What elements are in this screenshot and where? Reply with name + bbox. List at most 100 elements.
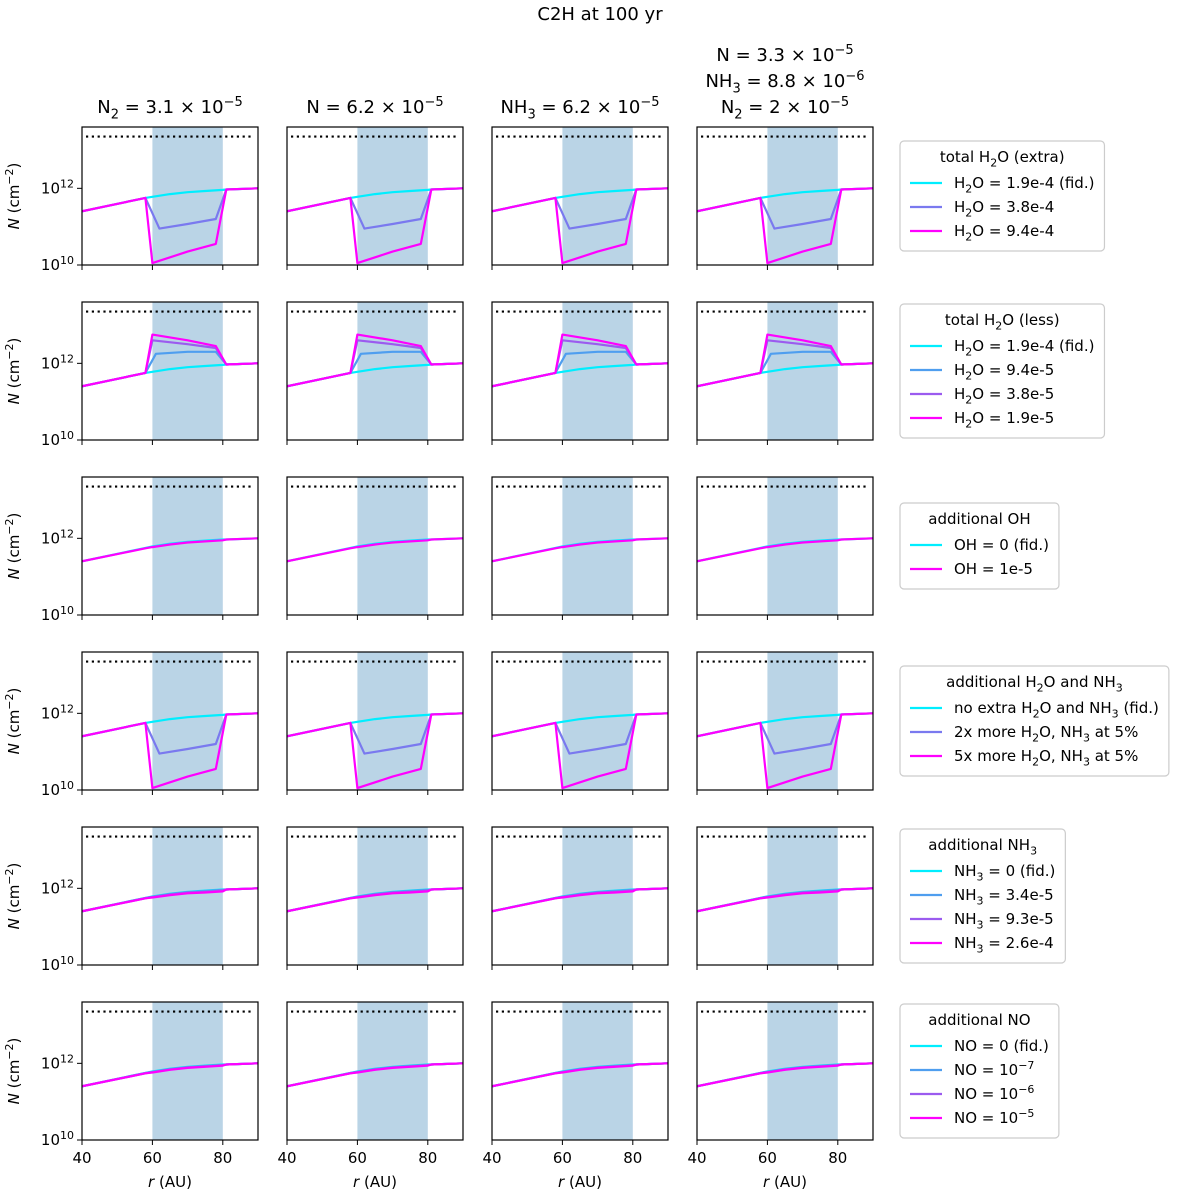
legend-entry-1: NO = 0 (fid.) xyxy=(954,1037,1049,1055)
legend-entry-2: OH = 1e-5 xyxy=(954,560,1033,578)
x-tick-label: 60 xyxy=(553,1149,572,1167)
x-axis-label: r (AU) xyxy=(148,1173,192,1191)
y-axis-label: N (cm−2​) xyxy=(3,163,23,230)
series-line-4 xyxy=(82,1062,258,1088)
x-tick-label: 40 xyxy=(72,1149,91,1167)
panel-r3-c4 xyxy=(696,476,874,620)
panel-r4-c3 xyxy=(491,651,669,795)
legend-entry-3: 5x more H2​O, NH3​ at 5% xyxy=(954,747,1138,769)
x-tick-label: 60 xyxy=(143,1149,162,1167)
series-line-4 xyxy=(287,1062,463,1088)
x-tick-label: 40 xyxy=(277,1149,296,1167)
legend-row-1: total H2​O (extra)H2​O = 1.9e-4 (fid.)H2… xyxy=(899,140,1106,252)
legend-box xyxy=(899,140,1106,252)
axes-frame xyxy=(696,126,874,266)
panel-r3-c2 xyxy=(286,476,464,620)
y-tick-label: 1012​ xyxy=(41,1052,74,1072)
legend-entry-1: H2​O = 1.9e-4 (fid.) xyxy=(954,337,1094,359)
y-tick-label: 1012​ xyxy=(41,177,74,197)
x-tick-label: 80 xyxy=(623,1149,642,1167)
y-tick-label: 1010​ xyxy=(41,1129,74,1149)
legend-entry-2: NO = 10−7​ xyxy=(954,1059,1034,1079)
legend-title: total H2​O (less) xyxy=(945,311,1060,333)
column-titles: N2​ = 3.1 × 10−5​ N = 6.2 × 10−5​ NH3​ = 6… xyxy=(97,43,864,123)
x-axis-label: r (AU) xyxy=(558,1173,602,1191)
legend-entry-4: H2​O = 1.9e-5 xyxy=(954,409,1054,431)
axes-frame xyxy=(491,126,669,266)
axes-frame xyxy=(286,301,464,441)
panel-r6-c4: 40 60 80 r (AU) xyxy=(687,1001,874,1191)
panel-r2-c1: 1010​ 1012​ N (cm−2​) xyxy=(3,301,259,449)
y-tick-label: 1010​ xyxy=(41,779,74,799)
panel-r2-c2 xyxy=(286,301,464,445)
axes-frame xyxy=(491,476,669,616)
y-tick-label: 1012​ xyxy=(41,352,74,372)
panel-r5-c3 xyxy=(491,826,669,970)
x-tick-label: 80 xyxy=(418,1149,437,1167)
axes-frame xyxy=(491,301,669,441)
legend-title: additional NO xyxy=(928,1011,1030,1029)
panel-r4-c2 xyxy=(286,651,464,795)
axes-frame xyxy=(81,476,259,616)
series-line-2 xyxy=(492,537,668,563)
axes-frame xyxy=(286,826,464,966)
series-line-3 xyxy=(697,187,873,265)
column-title-4-line-2: NH3​ = 8.8 × 10−6​ xyxy=(705,69,864,97)
panel-r1-c1: 1010​ 1012​ N (cm−2​) xyxy=(3,126,259,274)
axes-frame xyxy=(696,651,874,791)
axes-frame xyxy=(81,301,259,441)
legend-entry-3: H2​O = 3.8e-5 xyxy=(954,385,1054,407)
x-tick-label: 80 xyxy=(828,1149,847,1167)
legend-box xyxy=(899,1003,1060,1139)
y-axis-label: N (cm−2​) xyxy=(3,513,23,580)
y-axis-label: N (cm−2​) xyxy=(3,338,23,405)
series-line-3 xyxy=(492,187,668,265)
y-axis-label: N (cm−2​) xyxy=(3,688,23,755)
legend-title: additional OH xyxy=(928,510,1030,528)
y-tick-label: 1012​ xyxy=(41,527,74,547)
panel-r6-c3: 40 60 80 r (AU) xyxy=(482,1001,669,1191)
panel-r3-c1: 1010​ 1012​ N (cm−2​) xyxy=(3,476,259,624)
axes-frame xyxy=(286,651,464,791)
series-line-3 xyxy=(287,712,463,790)
column-title-2-line-1: N = 6.2 × 10−5​ xyxy=(306,95,443,118)
legend-entry-3: NH3​ = 9.3e-5 xyxy=(954,910,1054,932)
y-tick-label: 1010​ xyxy=(41,254,74,274)
column-title-4-line-3: N2​ = 2 × 10−5​ xyxy=(721,95,849,123)
axes-frame xyxy=(696,826,874,966)
panel-r5-c2 xyxy=(286,826,464,970)
series-line-4 xyxy=(697,887,873,913)
legend-entry-3: NO = 10−6​ xyxy=(954,1083,1034,1103)
panel-r3-c3 xyxy=(491,476,669,620)
axes-frame xyxy=(81,126,259,266)
axes-frame xyxy=(81,651,259,791)
panel-r1-c2 xyxy=(286,126,464,270)
legend-row-4: additional H2​O and NH3​ no extra H2​O an… xyxy=(899,665,1170,777)
series-line-3 xyxy=(697,712,873,790)
legend-entry-3: H2​O = 9.4e-4 xyxy=(954,222,1054,244)
x-axis-label: r (AU) xyxy=(353,1173,397,1191)
series-line-4 xyxy=(82,887,258,913)
legend-box xyxy=(899,303,1106,439)
legend-box xyxy=(899,502,1060,590)
series-line-4 xyxy=(492,1062,668,1088)
axes-frame xyxy=(491,1001,669,1141)
legend-row-2: total H2​O (less) H2​O = 1.9e-4 (fid.) H2​… xyxy=(899,303,1106,439)
series-line-4 xyxy=(492,333,668,388)
figure-title: C2H at 100 yr xyxy=(537,4,663,25)
series-line-2 xyxy=(287,537,463,563)
panel-r5-c1: 1010​ 1012​ N (cm−2​) xyxy=(3,826,259,974)
axes-frame xyxy=(696,1001,874,1141)
series-line-4 xyxy=(697,1062,873,1088)
panel-r1-c3 xyxy=(491,126,669,270)
legend-title: additional NH3​ xyxy=(928,836,1037,858)
legend-entry-1: NH3​ = 0 (fid.) xyxy=(954,862,1055,884)
series-line-2 xyxy=(82,537,258,563)
axes-frame xyxy=(696,476,874,616)
legend-row-6: additional NO NO = 0 (fid.) NO = 10−7​ NO =… xyxy=(899,1003,1060,1139)
y-axis-label: N (cm−2​) xyxy=(3,1038,23,1105)
legend-entry-4: NH3​ = 2.6e-4 xyxy=(954,934,1054,956)
legend-title: total H2​O (extra) xyxy=(940,148,1065,170)
x-tick-label: 80 xyxy=(213,1149,232,1167)
